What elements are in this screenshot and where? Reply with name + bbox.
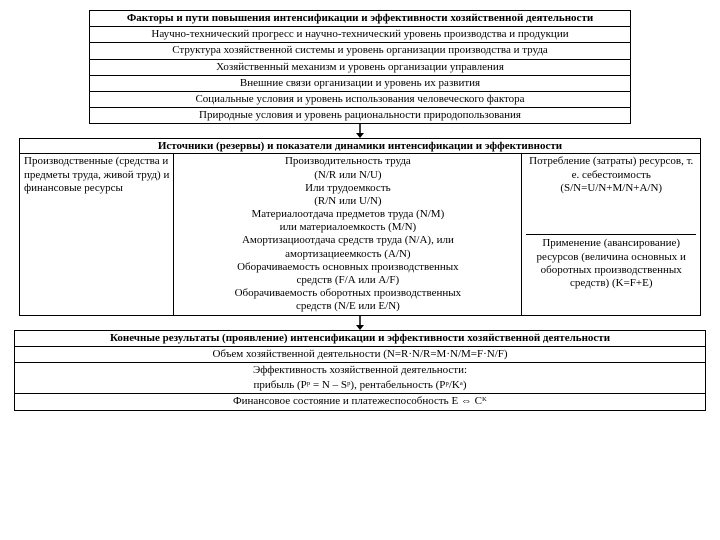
mid-row-8: Оборачиваемость основных производственны… [178,261,517,274]
results-row-3: Финансовое состояние и платежеспособност… [15,394,705,409]
mid-row-0: Производительность труда [178,155,517,168]
sources-columns: Производственные (средства и предметы тр… [20,153,700,314]
mid-row-7: амортизациеемкость (А/N) [178,248,517,261]
sources-col-right: Потребление (затраты) ресурсов, т. е. се… [522,154,700,314]
mid-row-5: или материалоемкость (М/N) [178,221,517,234]
results-row-1: Эффективность хозяйственной деятельности… [15,363,705,378]
mid-row-2: Или трудоемкость [178,182,517,195]
col-right-top: Потребление (затраты) ресурсов, т. е. се… [526,155,696,234]
arrow-1 [10,124,710,138]
factors-row-0: Научно-технический прогресс и научно-тех… [90,27,630,43]
factors-row-5: Природные условия и уровень рациональнос… [90,108,630,123]
factors-row-4: Социальные условия и уровень использован… [90,92,630,108]
mid-row-9: средств (F/А или A/F) [178,274,517,287]
factors-block: Факторы и пути повышения интенсификации … [89,10,631,124]
sources-col-left: Производственные (средства и предметы тр… [20,154,174,314]
mid-row-11: средств (N/Е или Е/N) [178,300,517,313]
mid-row-1: (N/R или N/U) [178,169,517,182]
mid-row-4: Материалоотдача предметов труда (N/М) [178,208,517,221]
col-right-bottom: Применение (авансирование) ресурсов (вел… [526,234,696,290]
factors-row-1: Структура хозяйственной системы и уровен… [90,43,630,59]
mid-row-10: Оборачиваемость оборотных производственн… [178,287,517,300]
results-row-2: прибыль (Pᵖ = N – Sᵖ), рентабельность (P… [15,378,705,394]
results-title: Конечные результаты (проявление) интенси… [15,331,705,347]
factors-row-3: Внешние связи организации и уровень их р… [90,76,630,92]
mid-row-6: Амортизациоотдача средств труда (N/А), и… [178,234,517,247]
sources-col-mid: Производительность труда (N/R или N/U) И… [174,154,522,314]
factors-title: Факторы и пути повышения интенсификации … [90,11,630,27]
arrow-2 [10,316,710,330]
factors-row-2: Хозяйственный механизм и уровень организ… [90,60,630,76]
mid-row-3: (R/N или U/N) [178,195,517,208]
sources-block: Источники (резервы) и показатели динамик… [19,138,701,315]
results-row-0: Объем хозяйственной деятельности (N=R·N/… [15,347,705,363]
sources-title: Источники (резервы) и показатели динамик… [20,139,700,153]
results-block: Конечные результаты (проявление) интенси… [14,330,706,411]
